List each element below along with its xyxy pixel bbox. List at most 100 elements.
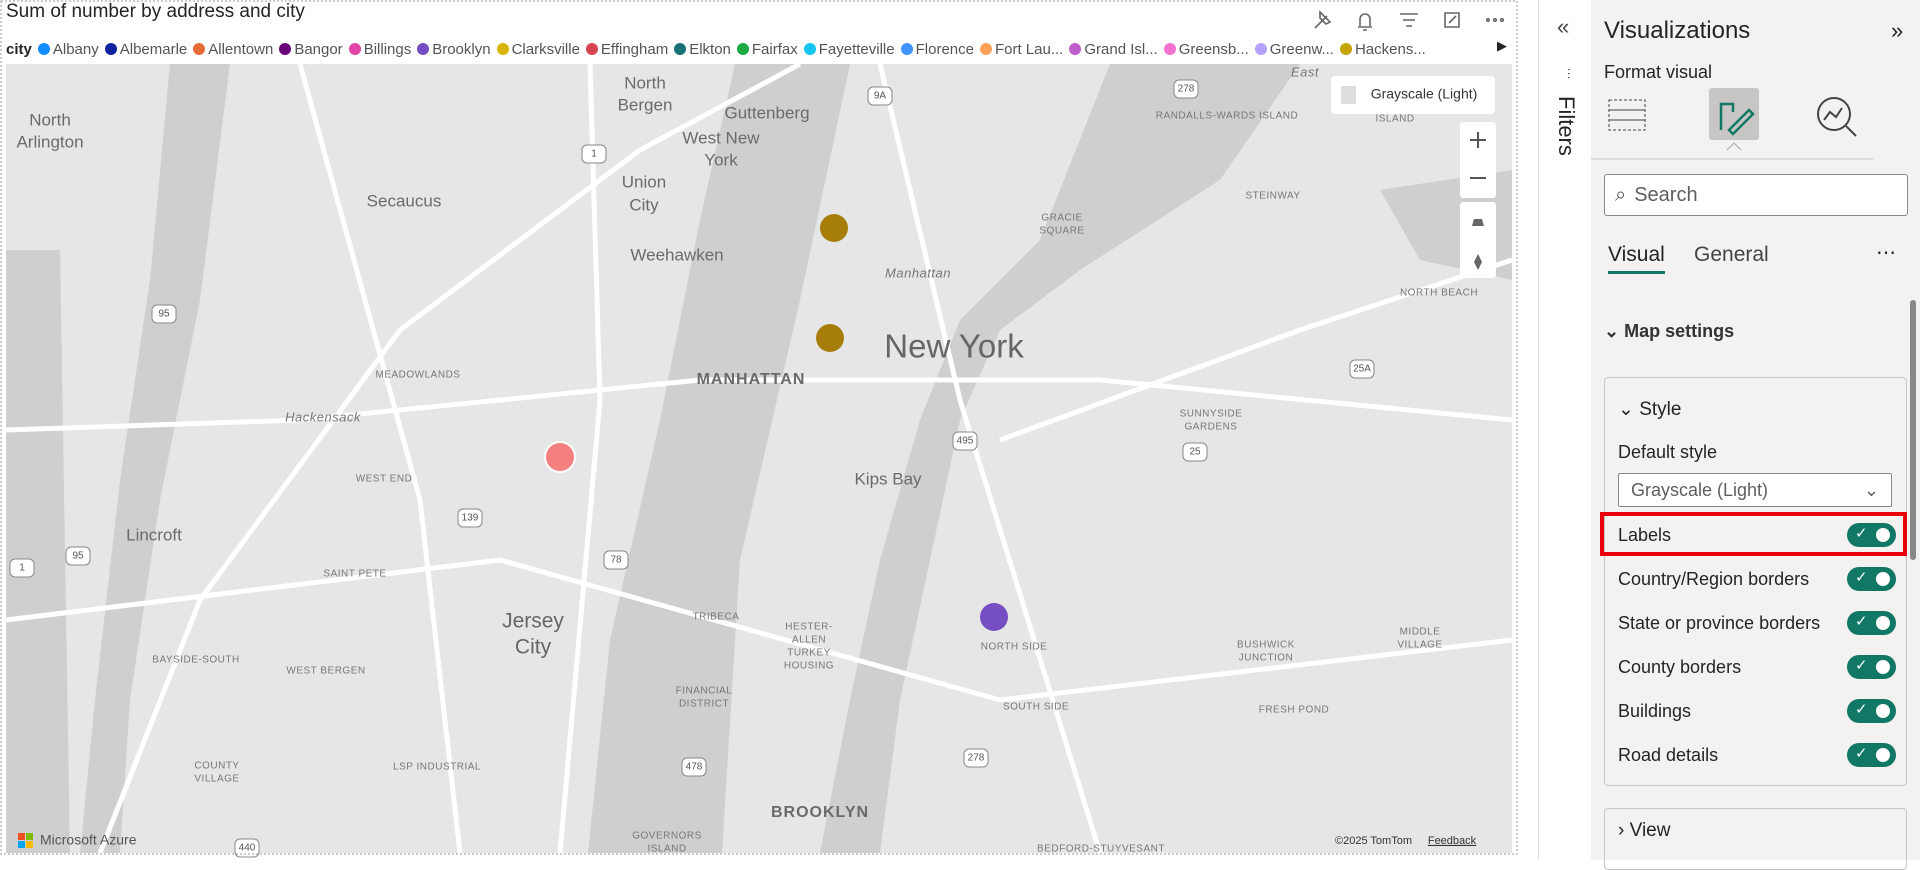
expand-icon[interactable]: » [1891,18,1904,43]
legend-item[interactable]: Hackens... [1339,40,1426,58]
road-shield [1182,442,1208,462]
card-header[interactable]: ⌄ Style [1618,399,1682,420]
section-header[interactable]: ⌄ Map settings [1604,321,1735,341]
toggle-knob [1876,748,1890,762]
map-marker[interactable] [816,324,844,352]
scrollbar[interactable] [1910,300,1916,560]
toggle-label: Labels [1618,524,1672,545]
analytics-icon[interactable] [1817,97,1857,137]
build-icon[interactable] [1608,99,1646,131]
road-shield [65,546,91,566]
legend-item[interactable]: Florence [900,41,974,58]
collapse-icon[interactable]: « [1557,14,1570,39]
toggle-label: Country/Region borders [1618,568,1810,589]
legend-item[interactable]: Elkton [674,41,731,58]
road-shield-label: 278 [1178,84,1195,95]
map-label: BEDFORD-STUYVESANT [1037,844,1165,855]
search-box[interactable]: ⌕ Search [1604,174,1908,216]
legend-item[interactable]: Albany [37,41,99,58]
toggle-knob [1876,616,1890,630]
tab-visual[interactable]: Visual [1608,243,1665,274]
legend-item[interactable]: Greensb... [1163,41,1249,58]
map-label: Hackensack [285,409,362,424]
visualizations-pane: Visualizations » Format visual ⌕ Search V… [1591,0,1920,870]
road-shield-label: 278 [968,753,985,764]
map-marker[interactable] [544,441,576,473]
legend-item[interactable]: Fairfax [736,41,798,58]
legend-swatch [803,43,816,55]
road-shield [867,86,893,106]
toggle[interactable]: ✓ [1847,523,1896,547]
map-label: SAINT PETE [323,569,386,580]
map-controls[interactable] [1460,122,1496,278]
legend-swatch [979,43,992,55]
toggle-check: ✓ [1855,525,1868,542]
style-dropdown[interactable]: Grayscale (Light) ⌄ [1618,473,1892,507]
map-label: GRACIE [1041,213,1082,224]
map-label: East [1291,64,1320,79]
legend-item[interactable]: Fayetteville [803,41,895,58]
map-label: ALLEN [792,635,826,646]
map-label: TRIBECA [693,612,740,623]
road-shield-label: 495 [957,436,974,447]
legend-swatch [348,43,361,55]
toggle-label: County borders [1618,656,1742,677]
legend-swatch [674,43,687,55]
toggle[interactable]: ✓ [1847,655,1896,679]
toggle-label: State or province borders [1618,612,1821,633]
toggle[interactable]: ✓ [1847,699,1896,723]
map-label: NORTH SIDE [981,642,1048,653]
map-marker[interactable] [980,603,1008,631]
legend-item[interactable]: Clarksville [496,40,580,58]
map-label: New York [884,328,1024,365]
toggle[interactable]: ✓ [1847,611,1896,635]
legend-item[interactable]: Allentown [193,41,273,58]
map-label: WEST END [356,474,413,485]
legend-label: Billings [363,40,412,58]
legend-swatch [1254,43,1267,55]
map-label: LSP INDUSTRIAL [393,762,481,773]
view-header[interactable]: › View [1618,820,1671,841]
tab-general[interactable]: General [1694,243,1769,266]
search-placeholder: Search [1634,183,1698,206]
legend-item[interactable]: Brooklyn [417,41,491,58]
legend-label: Clarksville [511,40,580,58]
legend-swatch [417,43,430,55]
map-label: VILLAGE [194,774,239,785]
legend-item[interactable]: Effingham [585,41,668,58]
format-icons [1591,88,1873,160]
road-shield [1349,359,1375,379]
toggle-row: Buildings ✓ [1618,691,1896,731]
map-label: ISLAND [647,844,686,855]
format-icon[interactable] [1709,88,1759,151]
legend-label: Hackens... [1354,40,1426,58]
visual-header-icons[interactable] [1314,10,1505,31]
toggle[interactable]: ✓ [1847,567,1896,591]
legend-label: Grand Isl... [1084,40,1158,58]
legend-arrow[interactable]: ▶ [1497,38,1507,53]
map-label: WEST BERGEN [286,666,365,677]
filter-icon[interactable]: ⫶ [1567,66,1571,82]
legend-item[interactable]: Bangor [279,41,343,58]
map-marker[interactable] [820,214,848,242]
more-options[interactable]: ⋯ [1876,242,1896,264]
legend-item[interactable]: Albemarle [104,41,187,58]
legend-label: Elkton [689,40,731,58]
card-title: Style [1639,399,1682,420]
road-shield-label: 25 [1189,447,1201,458]
map-style-label: Grayscale (Light) [1371,86,1478,102]
toggle[interactable]: ✓ [1847,743,1896,767]
filters-title[interactable]: Filters [1554,96,1579,156]
map-style-button[interactable]: Grayscale (Light) [1331,76,1495,114]
visual-title: Sum of number by address and city [6,1,305,22]
map-label: BAYSIDE-SOUTH [152,655,239,666]
legend-swatch [37,43,50,55]
legend-item[interactable]: Billings [348,40,412,58]
legend-title: city [6,40,32,58]
legend-item[interactable]: Greenw... [1254,41,1334,58]
map-feedback[interactable]: Feedback [1428,835,1477,847]
legend-item[interactable]: Fort Lau... [979,41,1063,58]
view-title: View [1629,820,1671,841]
legend-item[interactable]: Grand Isl... [1069,40,1158,58]
